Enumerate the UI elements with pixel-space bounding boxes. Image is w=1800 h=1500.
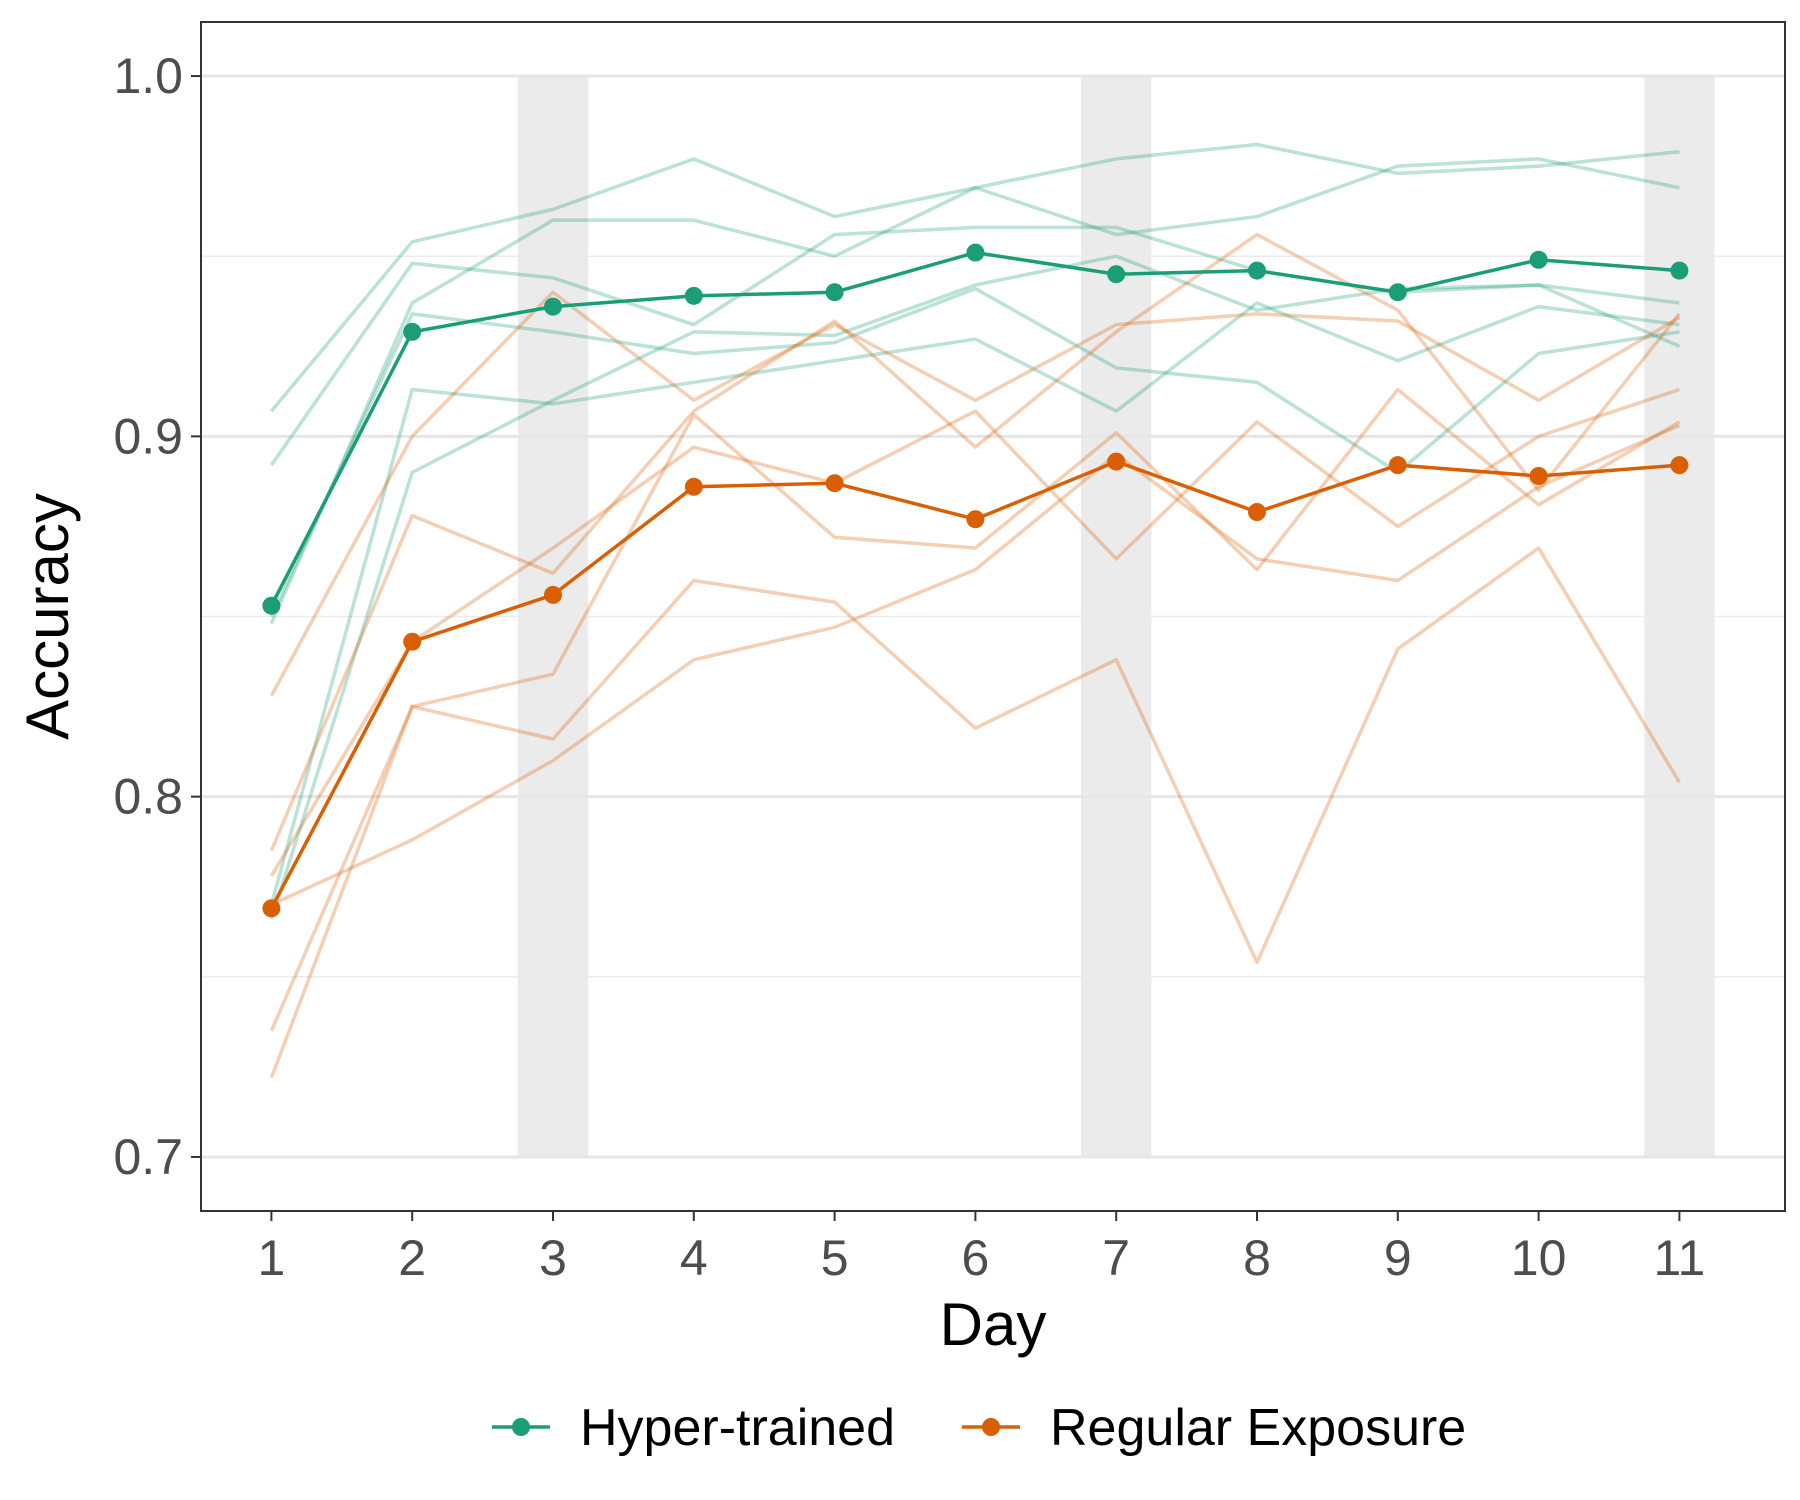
y-tick-label: 1.0 <box>113 48 183 104</box>
individual-line <box>269 546 1681 1079</box>
data-point-hyper-trained <box>966 243 985 262</box>
data-point-hyper-trained <box>684 286 703 305</box>
y-tick-label: 0.7 <box>113 1129 183 1185</box>
individual-line <box>269 387 1681 1032</box>
data-point-hyper-trained <box>403 322 422 341</box>
x-tick-label: 2 <box>398 1230 426 1286</box>
individual-line <box>270 423 1681 907</box>
data-point-regular-exposure <box>1670 456 1689 475</box>
individual-series-lines <box>269 142 1681 1079</box>
x-tick-label: 11 <box>1653 1230 1705 1286</box>
x-axis: 1 2 3 4 5 6 7 8 9 10 11 <box>257 1211 1705 1286</box>
data-point-regular-exposure <box>1107 452 1126 471</box>
major-gridlines <box>201 74 1785 1159</box>
y-axis: 0.7 0.8 0.9 1.0 <box>113 48 201 1185</box>
data-point-hyper-trained <box>1107 265 1126 284</box>
x-tick-label: 3 <box>539 1230 567 1286</box>
data-point-regular-exposure <box>825 474 844 493</box>
individual-line <box>269 254 1681 920</box>
data-point-hyper-trained <box>544 297 562 316</box>
data-point-regular-exposure <box>403 632 422 651</box>
data-point-hyper-trained <box>1670 261 1689 280</box>
legend-label-hyper-trained: Hyper-trained <box>580 1399 895 1457</box>
legend: Hyper-trained Regular Exposure <box>492 1399 1466 1457</box>
data-point-hyper-trained <box>825 283 844 302</box>
mean-series <box>262 243 1689 918</box>
x-tick-label: 9 <box>1384 1230 1412 1286</box>
data-point-regular-exposure <box>262 899 281 918</box>
legend-key-point-hyper-trained <box>512 1418 530 1436</box>
data-point-regular-exposure <box>1248 503 1266 522</box>
x-tick-label: 1 <box>257 1230 285 1286</box>
individual-line <box>269 286 1680 618</box>
x-tick-label: 6 <box>961 1230 989 1286</box>
plot-panel-border <box>200 21 1786 1212</box>
y-tick-label: 0.8 <box>113 769 183 825</box>
x-tick-label: 10 <box>1511 1230 1567 1286</box>
x-axis-title: Day <box>940 1291 1047 1358</box>
data-point-regular-exposure <box>1388 456 1407 475</box>
data-point-regular-exposure <box>1529 466 1548 485</box>
x-tick-label: 5 <box>821 1230 849 1286</box>
data-point-hyper-trained <box>1248 261 1266 280</box>
data-point-regular-exposure <box>966 510 985 529</box>
individual-line <box>270 142 1680 413</box>
individual-line <box>269 301 1680 906</box>
individual-line <box>269 387 1680 877</box>
individual-line <box>269 225 1680 467</box>
x-tick-label: 4 <box>680 1230 708 1286</box>
individual-line <box>269 290 1681 697</box>
y-tick-label: 0.9 <box>113 408 183 464</box>
individual-line <box>269 232 1681 852</box>
legend-key-point-regular-exposure <box>982 1418 1000 1436</box>
data-point-hyper-trained <box>1388 283 1407 302</box>
data-point-regular-exposure <box>684 477 703 496</box>
legend-label-regular-exposure: Regular Exposure <box>1050 1399 1466 1457</box>
x-tick-label: 8 <box>1243 1230 1271 1286</box>
x-tick-label: 7 <box>1102 1230 1130 1286</box>
data-point-hyper-trained <box>1529 250 1548 269</box>
data-point-hyper-trained <box>262 596 281 615</box>
individual-line <box>269 157 1680 625</box>
y-axis-title: Accuracy <box>14 493 81 740</box>
data-point-regular-exposure <box>544 585 562 604</box>
